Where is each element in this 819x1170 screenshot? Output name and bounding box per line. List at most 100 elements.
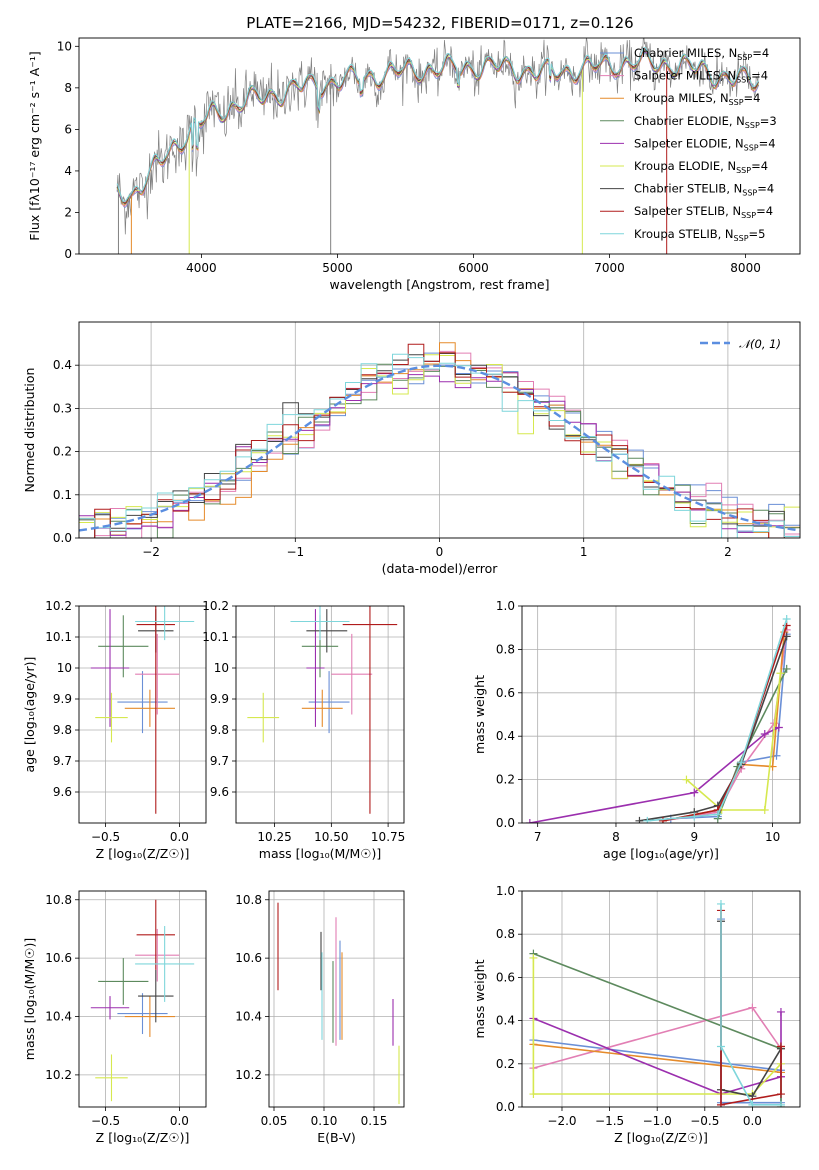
legend-label-text: Kroupa STELIB, N (634, 227, 734, 241)
legend-label-6: Chabrier STELIB, NSSP=4 (634, 182, 774, 198)
spectrum-ytick-label-3: 6 (64, 122, 72, 136)
mass_vs_ebv-ytick-label-3: 10.8 (235, 893, 262, 907)
mass_weight_vs_z-ytick-label-1: 0.2 (496, 1057, 515, 1071)
age_vs_z-plot-area (79, 606, 206, 823)
legend-label-1: Salpeter MILES, NSSP=4 (634, 69, 768, 85)
age_vs_z-ytick-label-2: 9.8 (53, 723, 72, 737)
legend-label-sub: SSP (734, 234, 749, 243)
mass_weight_vs_age-marker-4-2 (760, 730, 769, 739)
spectrum-plot-area (116, 38, 760, 254)
mass_weight_vs_age-marker-4-3 (774, 723, 783, 732)
mass_weight_vs_z-marker-8-0 (716, 899, 725, 908)
legend-label-sub: SSP (729, 98, 744, 107)
mass_weight_vs_z-xtick-label-4: 0.0 (743, 1114, 762, 1128)
age_vs_mass-ytick-label-3: 9.9 (210, 692, 229, 706)
residuals-ytick-label-4: 0.4 (53, 358, 72, 372)
mass_weight_vs_z-ytick-label-3: 0.6 (496, 970, 515, 984)
residuals-xtick-label-4: 2 (724, 545, 732, 559)
mass_weight_vs_z-ytick-label-4: 0.8 (496, 927, 515, 941)
residuals-plot-area (79, 322, 800, 538)
spectrum-xtick-label-3: 7000 (594, 261, 625, 275)
legend-label-suffix: =4 (756, 204, 773, 218)
legend-label-suffix: =4 (759, 136, 776, 150)
residuals-xtick-label-2: 0 (436, 545, 444, 559)
mass_weight_vs_age-line-kroupa-elodie (685, 673, 782, 811)
residuals-ylabel: Normed distribution (22, 368, 37, 493)
age_vs_z-xtick-label-0: −0.5 (91, 830, 120, 844)
age_vs_mass-panel: 10.25 10.50 10.75 9.6 9.7 9.8 9.9 10 10.1 10.2 mas… (202, 599, 405, 861)
mass_weight_vs_age-xtick-label-3: 10 (765, 830, 780, 844)
legend-label-suffix: =4 (751, 159, 768, 173)
mass_vs_ebv-ytick-label-1: 10.4 (235, 1010, 262, 1024)
legend-label-sub: SSP (741, 211, 756, 220)
spectrum-ylabel: Flux [fλ10⁻¹⁷ erg cm⁻² s⁻¹ A⁻¹] (27, 51, 42, 240)
age_vs_mass-xtick-label-2: 10.75 (371, 830, 405, 844)
age_vs_mass-ytick-label-0: 9.6 (210, 785, 229, 799)
mass_weight_vs_age-marker-4-1 (690, 788, 699, 797)
age_vs_mass-ytick-label-1: 9.7 (210, 754, 229, 768)
mass_weight_vs_age-marker-6-0 (635, 816, 644, 823)
age_vs_mass-ytick-label-2: 9.8 (210, 723, 229, 737)
mass_weight_vs_z-line-kroupa-elodie (532, 958, 782, 1095)
legend-label-text: Kroupa MILES, N (634, 91, 729, 105)
legend-label-suffix: =4 (744, 91, 761, 105)
mass_weight_vs_age-marker-6-4 (782, 632, 791, 641)
spectrum-ytick-label-5: 10 (57, 39, 72, 53)
mass_weight_vs_age-ylabel: mass weight (472, 675, 487, 754)
spectrum-xtick-label-0: 4000 (186, 261, 217, 275)
spectrum-xtick-label-2: 6000 (458, 261, 489, 275)
legend-label-suffix: =4 (752, 46, 769, 60)
age_vs_z-ytick-label-5: 10.1 (45, 630, 72, 644)
mass_vs_z-xtick-label-0: −0.5 (91, 1114, 120, 1128)
legend-label-text: Kroupa ELODIE, N (634, 159, 736, 173)
mass_weight_vs_age-marker-5-2 (760, 805, 769, 814)
residuals-xtick-label-3: 1 (580, 545, 588, 559)
mass_weight_vs_z-xtick-label-0: −2.0 (547, 1114, 576, 1128)
mass_weight_vs_age-line-salpeter-stelib (662, 625, 788, 822)
mass_weight_vs_age-xtick-label-0: 7 (534, 830, 542, 844)
mass_vs_z-ytick-label-0: 10.2 (45, 1068, 72, 1082)
spectrum-ytick-label-2: 4 (64, 164, 72, 178)
mass_weight_vs_z-xlabel: Z [log₁₀(Z/Z☉)] (614, 1130, 708, 1145)
mass_weight_vs_age-marker-8-3 (737, 758, 746, 767)
mass_weight_vs_age-panel: 7 8 9 10 0.0 0.2 0.4 0.6 0.8 1.0 age [log₁₀(age/yr… (472, 599, 801, 861)
legend-label-7: Salpeter STELIB, NSSP=4 (634, 204, 773, 220)
mass_weight_vs_age-ytick-label-1: 0.2 (496, 773, 515, 787)
mass_weight_vs_z-marker-5-0 (529, 953, 538, 962)
spectrum-ytick-label-4: 8 (64, 81, 72, 95)
legend-label-sub: SSP (742, 189, 757, 198)
mass_weight_vs_z-frame (521, 890, 801, 1108)
age_vs_mass-xlabel: mass [log₁₀(M/M☉)] (259, 846, 381, 861)
mass_weight_vs_z-marker-8-3 (776, 1100, 785, 1107)
mass_weight_vs_age-marker-8-0 (643, 816, 652, 823)
legend-label-suffix: =4 (757, 182, 774, 196)
residuals-panel: −2 −1 0 1 2 0.0 0.1 0.2 0.3 0.4 (data-model)/error… (22, 321, 801, 576)
age_vs_z-ytick-label-6: 10.2 (45, 599, 72, 613)
legend-label-sub: SSP (736, 76, 751, 85)
age_vs_z-ytick-label-1: 9.7 (53, 754, 72, 768)
spectrum-frame (78, 37, 801, 255)
mass_weight_vs_z-xtick-label-2: −1.0 (643, 1114, 672, 1128)
residuals-xlabel: (data-model)/error (382, 561, 499, 576)
legend-label-sub: SSP (745, 121, 760, 130)
legend-label-4: Salpeter ELODIE, NSSP=4 (634, 136, 776, 152)
mass_weight_vs_z-marker-7-1 (716, 1100, 725, 1107)
legend-label-0: Chabrier MILES, NSSP=4 (634, 46, 769, 62)
age_vs_z-ylabel: age [log₁₀(age/yr)] (22, 657, 37, 773)
legend-label-text: Chabrier MILES, N (634, 46, 737, 60)
legend-label-text: Salpeter ELODIE, N (634, 136, 744, 150)
mass_weight_vs_age-marker-8-1 (690, 812, 699, 821)
legend-label-suffix: =4 (751, 69, 768, 83)
age_vs_mass-ytick-label-5: 10.1 (202, 630, 229, 644)
mass_weight_vs_age-marker-4-0 (525, 819, 534, 823)
legend-label-suffix: =3 (760, 114, 777, 128)
mass_weight_vs_age-marker-3-2 (782, 664, 791, 673)
mass_weight_vs_age-ytick-label-4: 0.8 (496, 642, 515, 656)
mass_vs_z-frame (78, 890, 207, 1108)
mass_vs_ebv-xtick-label-0: 0.05 (261, 1114, 288, 1128)
spectrum-xtick-label-4: 8000 (730, 261, 761, 275)
mass_vs_ebv-xtick-label-1: 0.10 (311, 1114, 338, 1128)
residuals-ytick-label-3: 0.3 (53, 401, 72, 415)
